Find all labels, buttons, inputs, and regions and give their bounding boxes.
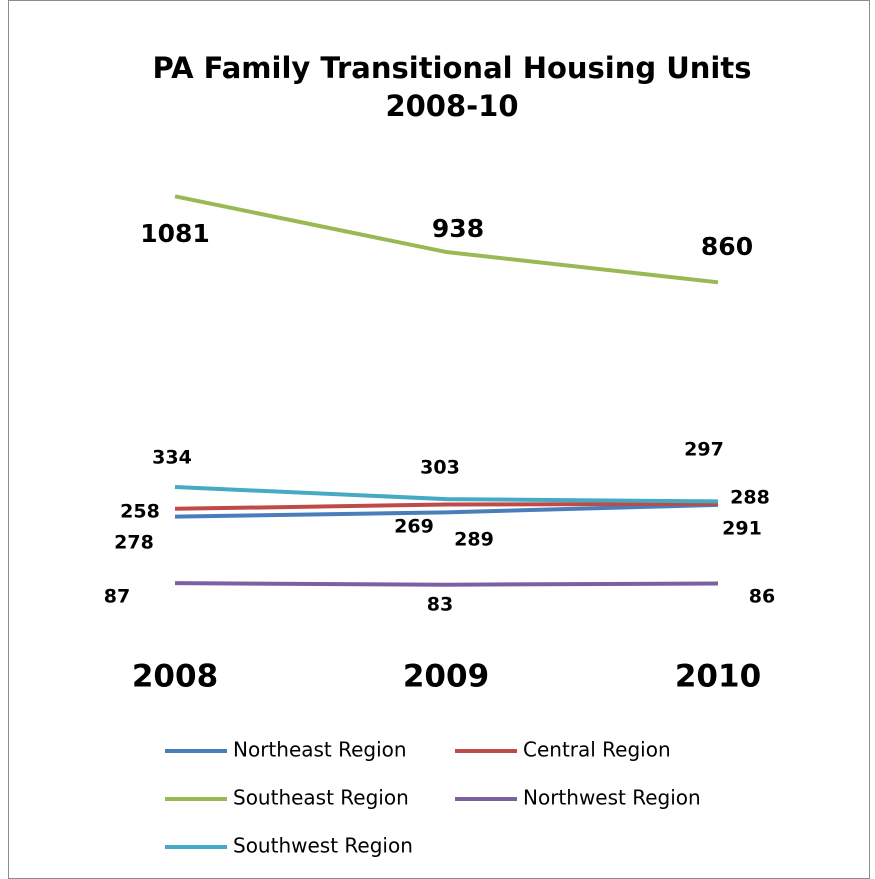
data-label: 87 [104, 586, 130, 608]
series-line [174, 581, 719, 587]
data-label: 86 [749, 586, 775, 608]
data-label: 1081 [140, 219, 210, 248]
series-line [174, 194, 719, 285]
data-label: 278 [114, 532, 154, 554]
legend-label: Central Region [523, 738, 671, 762]
x-tick-label: 2009 [403, 659, 489, 695]
series-line [174, 501, 719, 511]
chart-title: PA Family Transitional Housing Units [152, 51, 751, 85]
data-label: 289 [454, 529, 494, 551]
legend-label: Southeast Region [233, 786, 409, 810]
data-label: 860 [701, 232, 753, 261]
data-label: 258 [120, 501, 160, 523]
legend-label: Northwest Region [523, 786, 701, 810]
x-tick-label: 2010 [675, 659, 761, 695]
data-label: 334 [152, 447, 192, 469]
data-label: 297 [684, 439, 724, 461]
series-line [174, 485, 719, 504]
data-label: 83 [427, 594, 453, 616]
legend-label: Northeast Region [233, 738, 407, 762]
legend-label: Southwest Region [233, 834, 413, 858]
chart-frame [8, 0, 870, 879]
series-line [174, 502, 719, 519]
chart-subtitle: 2008-10 [385, 89, 518, 123]
data-label: 288 [730, 487, 770, 509]
data-label: 303 [420, 457, 460, 479]
data-label: 291 [722, 518, 762, 540]
x-tick-label: 2008 [132, 659, 218, 695]
data-label: 938 [432, 214, 484, 243]
data-label: 269 [394, 516, 434, 538]
